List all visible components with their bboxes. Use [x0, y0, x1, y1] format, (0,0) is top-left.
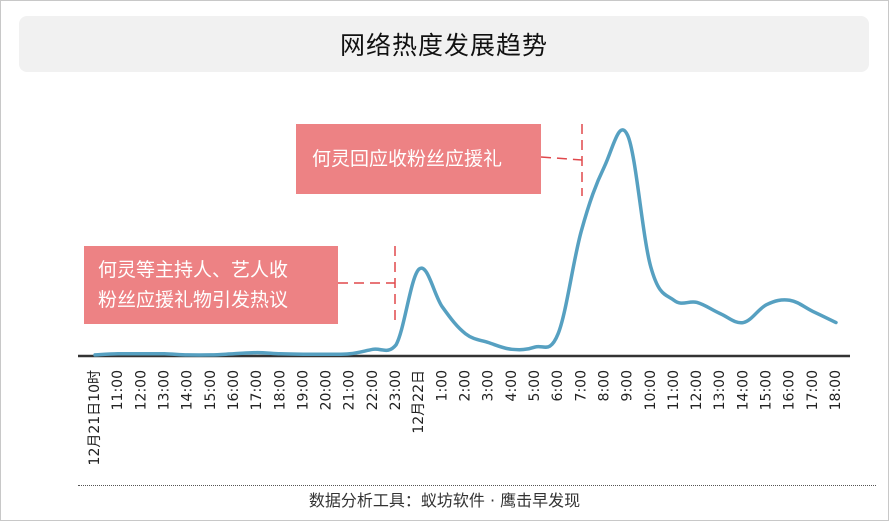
annotation-2-line-1: 何灵回应收粉丝应援礼: [312, 148, 503, 170]
x-tick-label: 15:00: [759, 370, 775, 410]
x-tick-label: 12:00: [133, 370, 149, 410]
x-tick-label: 23:00: [388, 370, 404, 410]
x-tick-label: 18:00: [272, 370, 288, 410]
x-tick-label: 2:00: [458, 370, 474, 401]
x-tick-label: 1:00: [434, 370, 450, 401]
x-tick-label: 8:00: [596, 370, 612, 401]
x-tick-label: 21:00: [342, 370, 358, 410]
x-tick-label: 15:00: [203, 370, 219, 410]
chart-title: 网络热度发展趋势: [339, 31, 548, 60]
x-tick-label: 22:00: [365, 370, 381, 410]
x-tick-label: 11:00: [666, 370, 682, 410]
x-tick-label: 17:00: [805, 370, 821, 410]
x-tick-label: 3:00: [481, 370, 497, 401]
x-tick-label: 5:00: [527, 370, 543, 401]
annotation-1-line-2: 粉丝应援礼物引发热议: [98, 289, 289, 311]
footer-divider: [78, 485, 876, 486]
title-bar: 网络热度发展趋势: [19, 16, 869, 72]
x-tick-label: 10:00: [643, 370, 659, 410]
x-tick-label: 14:00: [180, 370, 196, 410]
x-tick-label: 14:00: [735, 370, 751, 410]
x-tick-label: 13:00: [156, 370, 172, 410]
annotation-2: 何灵回应收粉丝应援礼: [296, 124, 541, 194]
x-tick-label: 18:00: [828, 370, 844, 410]
annotation-1-line-1: 何灵等主持人、艺人收: [98, 259, 289, 281]
x-tick-label: 20:00: [319, 370, 335, 410]
x-tick-label: 6:00: [550, 370, 566, 401]
x-tick-label: 11:00: [110, 370, 126, 410]
series-line: [93, 128, 838, 357]
x-tick-label: 17:00: [249, 370, 265, 410]
x-tick-label: 12:00: [689, 370, 705, 410]
x-tick-label: 13:00: [712, 370, 728, 410]
x-tick-label: 9:00: [620, 370, 636, 401]
x-tick-label: 7:00: [573, 370, 589, 401]
x-tick-label: 12月22日: [411, 370, 427, 434]
footer-credit: 数据分析工具：蚁坊软件 · 鹰击早发现: [308, 491, 581, 510]
x-tick-label: 12月21日10时: [87, 370, 103, 465]
x-tick-label: 16:00: [782, 370, 798, 410]
x-tick-label: 16:00: [226, 370, 242, 410]
annotation-1: 何灵等主持人、艺人收 粉丝应援礼物引发热议: [84, 246, 338, 324]
annotation-2-leader: [540, 156, 583, 161]
x-tick-label: 19:00: [295, 370, 311, 410]
x-tick-label: 4:00: [504, 370, 520, 401]
